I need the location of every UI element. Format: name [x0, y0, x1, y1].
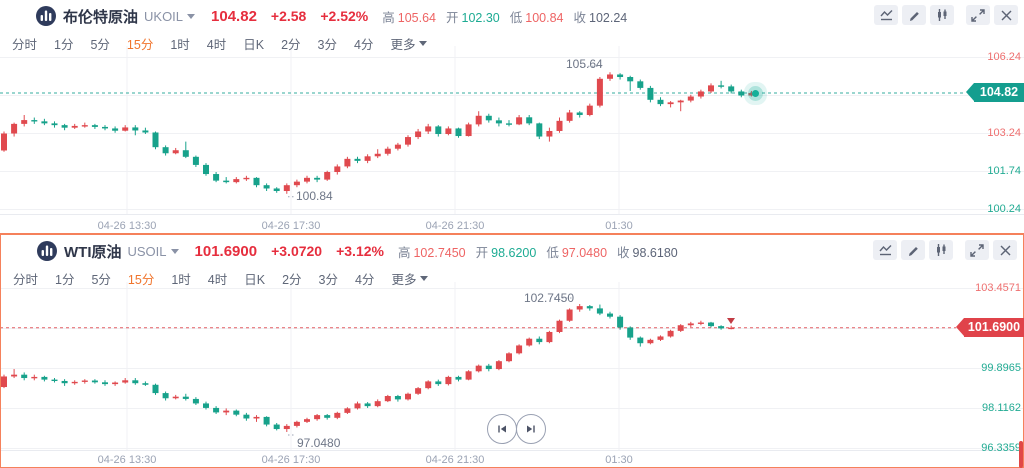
- stat-value-close: 102.24: [589, 10, 628, 25]
- skip-to-end-button[interactable]: [516, 414, 546, 444]
- low-price-annotation: 100.84: [296, 189, 333, 203]
- price-change-percent: +3.12%: [336, 243, 384, 259]
- instrument-logo-icon: [36, 6, 56, 26]
- stat-value-low: 97.0480: [561, 245, 608, 260]
- stat-value-high: 105.64: [397, 10, 436, 25]
- last-price: 101.6900: [194, 242, 258, 260]
- chevron-down-icon[interactable]: [187, 13, 196, 19]
- tab-daily[interactable]: 日K: [244, 273, 266, 287]
- tab-4hour[interactable]: 4时: [206, 38, 227, 52]
- tab-more-dropdown[interactable]: 更多: [391, 269, 429, 288]
- low-price-annotation: 97.0480: [297, 436, 341, 450]
- price-change: +3.0720: [271, 243, 323, 259]
- last-price: 104.82: [211, 7, 257, 25]
- high-price-annotation: 105.64: [566, 57, 603, 71]
- x-axis-label: 01:30: [605, 220, 633, 232]
- skip-to-start-button[interactable]: [487, 414, 517, 444]
- instrument-name: WTI原油: [64, 243, 122, 261]
- tab-2min[interactable]: 2分: [282, 273, 302, 287]
- chevron-down-icon: [419, 41, 428, 46]
- stat-label-low: 低: [509, 10, 523, 25]
- stat-label-open: 开: [475, 245, 489, 260]
- draw-pencil-icon[interactable]: [901, 240, 925, 260]
- instrument-header: 布伦特原油 UKOIL 104.82 +2.58 +2.52% 高 105.64 …: [36, 4, 1024, 28]
- tab-1hour[interactable]: 1时: [170, 38, 190, 52]
- instrument-name: 布伦特原油: [63, 8, 139, 26]
- stat-value-open: 98.6200: [491, 245, 537, 260]
- high-price-annotation: 102.7450: [523, 291, 574, 305]
- tab-5min[interactable]: 5分: [90, 38, 110, 52]
- stat-label-close: 收: [573, 10, 586, 25]
- chart-toolbar: [874, 5, 1018, 25]
- instrument-symbol[interactable]: UKOIL: [144, 8, 184, 24]
- chart-toolbar: [873, 240, 1017, 260]
- tab-15min-selected[interactable]: 15分: [126, 38, 154, 52]
- stat-label-high: 高: [397, 245, 411, 260]
- stat-label-high: 高: [382, 10, 395, 25]
- x-axis-label: 04-26 21:30: [425, 220, 485, 232]
- x-axis-label: 01:30: [605, 454, 633, 466]
- timeframe-tabs: 分时 1分 5分 15分 1时 4时 日K 2分 3分 4分 更多: [13, 269, 1023, 288]
- candlestick-style-icon[interactable]: [930, 5, 954, 25]
- tab-4min[interactable]: 4分: [353, 38, 374, 52]
- x-axis-label: 04-26 13:30: [97, 454, 157, 466]
- panel-ukoil: 布伦特原油 UKOIL 104.82 +2.58 +2.52% 高 105.64 …: [0, 0, 1024, 233]
- tab-5min[interactable]: 5分: [91, 273, 111, 287]
- indicator-line-chart-icon[interactable]: [873, 240, 897, 260]
- ohlc-stats: 高 105.64 开 102.30 低 100.84 收 102.24: [382, 7, 637, 26]
- x-axis-label: 04-26 13:30: [97, 220, 157, 232]
- fullscreen-expand-icon[interactable]: [966, 5, 990, 25]
- tab-more-label: 更多: [391, 273, 417, 287]
- stat-label-low: 低: [546, 245, 559, 260]
- tab-3min[interactable]: 3分: [318, 273, 338, 287]
- indicator-line-chart-icon[interactable]: [874, 5, 898, 25]
- price-change: +2.58: [270, 8, 307, 24]
- panel-usoil-active: WTI原油 USOIL 101.6900 +3.0720 +3.12% 高 102…: [0, 233, 1024, 468]
- chevron-down-icon: [420, 276, 429, 281]
- tab-4min[interactable]: 4分: [354, 273, 375, 287]
- tab-15min-selected[interactable]: 15分: [127, 273, 155, 287]
- current-price-tag-ukoil: 104.82: [966, 83, 1024, 102]
- x-axis-label: 04-26 21:30: [425, 454, 485, 466]
- tab-3min[interactable]: 3分: [317, 38, 337, 52]
- x-axis-label: 04-26 17:30: [261, 454, 321, 466]
- instrument-header: WTI原油 USOIL 101.6900 +3.0720 +3.12% 高 102…: [37, 239, 1023, 263]
- stat-value-low: 100.84: [525, 10, 564, 25]
- draw-pencil-icon[interactable]: [902, 5, 926, 25]
- stat-label-open: 开: [445, 10, 459, 25]
- instrument-symbol[interactable]: USOIL: [127, 243, 167, 259]
- stat-value-close: 98.6180: [632, 245, 678, 260]
- last-price-down-triangle: [727, 318, 735, 324]
- tab-more-label: 更多: [390, 38, 416, 52]
- tab-2min[interactable]: 2分: [281, 38, 301, 52]
- stat-value-open: 102.30: [461, 10, 500, 25]
- close-icon[interactable]: [994, 5, 1018, 25]
- tab-4hour[interactable]: 4时: [207, 273, 228, 287]
- price-change-percent: +2.52%: [320, 8, 369, 24]
- tab-1min[interactable]: 1分: [55, 273, 75, 287]
- skip-to-start-icon: [498, 425, 506, 433]
- timeframe-tabs: 分时 1分 5分 15分 1时 4时 日K 2分 3分 4分 更多: [12, 34, 1024, 53]
- candlestick-style-icon[interactable]: [929, 240, 953, 260]
- fullscreen-expand-icon[interactable]: [965, 240, 989, 260]
- close-icon[interactable]: [993, 240, 1017, 260]
- tab-1hour[interactable]: 1时: [171, 273, 191, 287]
- chevron-down-icon[interactable]: [170, 248, 179, 254]
- tab-daily[interactable]: 日K: [243, 38, 265, 52]
- skip-to-end-icon: [527, 425, 535, 433]
- tab-more-dropdown[interactable]: 更多: [390, 34, 428, 53]
- x-axis-label: 04-26 17:30: [261, 220, 321, 232]
- last-price-pulse-dot: [752, 90, 759, 97]
- ohlc-stats: 高 102.7450 开 98.6200 低 97.0480 收 98.6180: [398, 242, 688, 261]
- tab-minute-line[interactable]: 分时: [12, 38, 38, 52]
- tab-minute-line[interactable]: 分时: [13, 273, 39, 287]
- tab-1min[interactable]: 1分: [54, 38, 74, 52]
- stat-label-close: 收: [617, 245, 630, 260]
- stat-value-high: 102.7450: [413, 245, 466, 260]
- current-price-tag-usoil: 101.6900: [956, 318, 1024, 337]
- instrument-logo-icon: [37, 241, 57, 261]
- scrollbar-thumb[interactable]: [1019, 441, 1023, 468]
